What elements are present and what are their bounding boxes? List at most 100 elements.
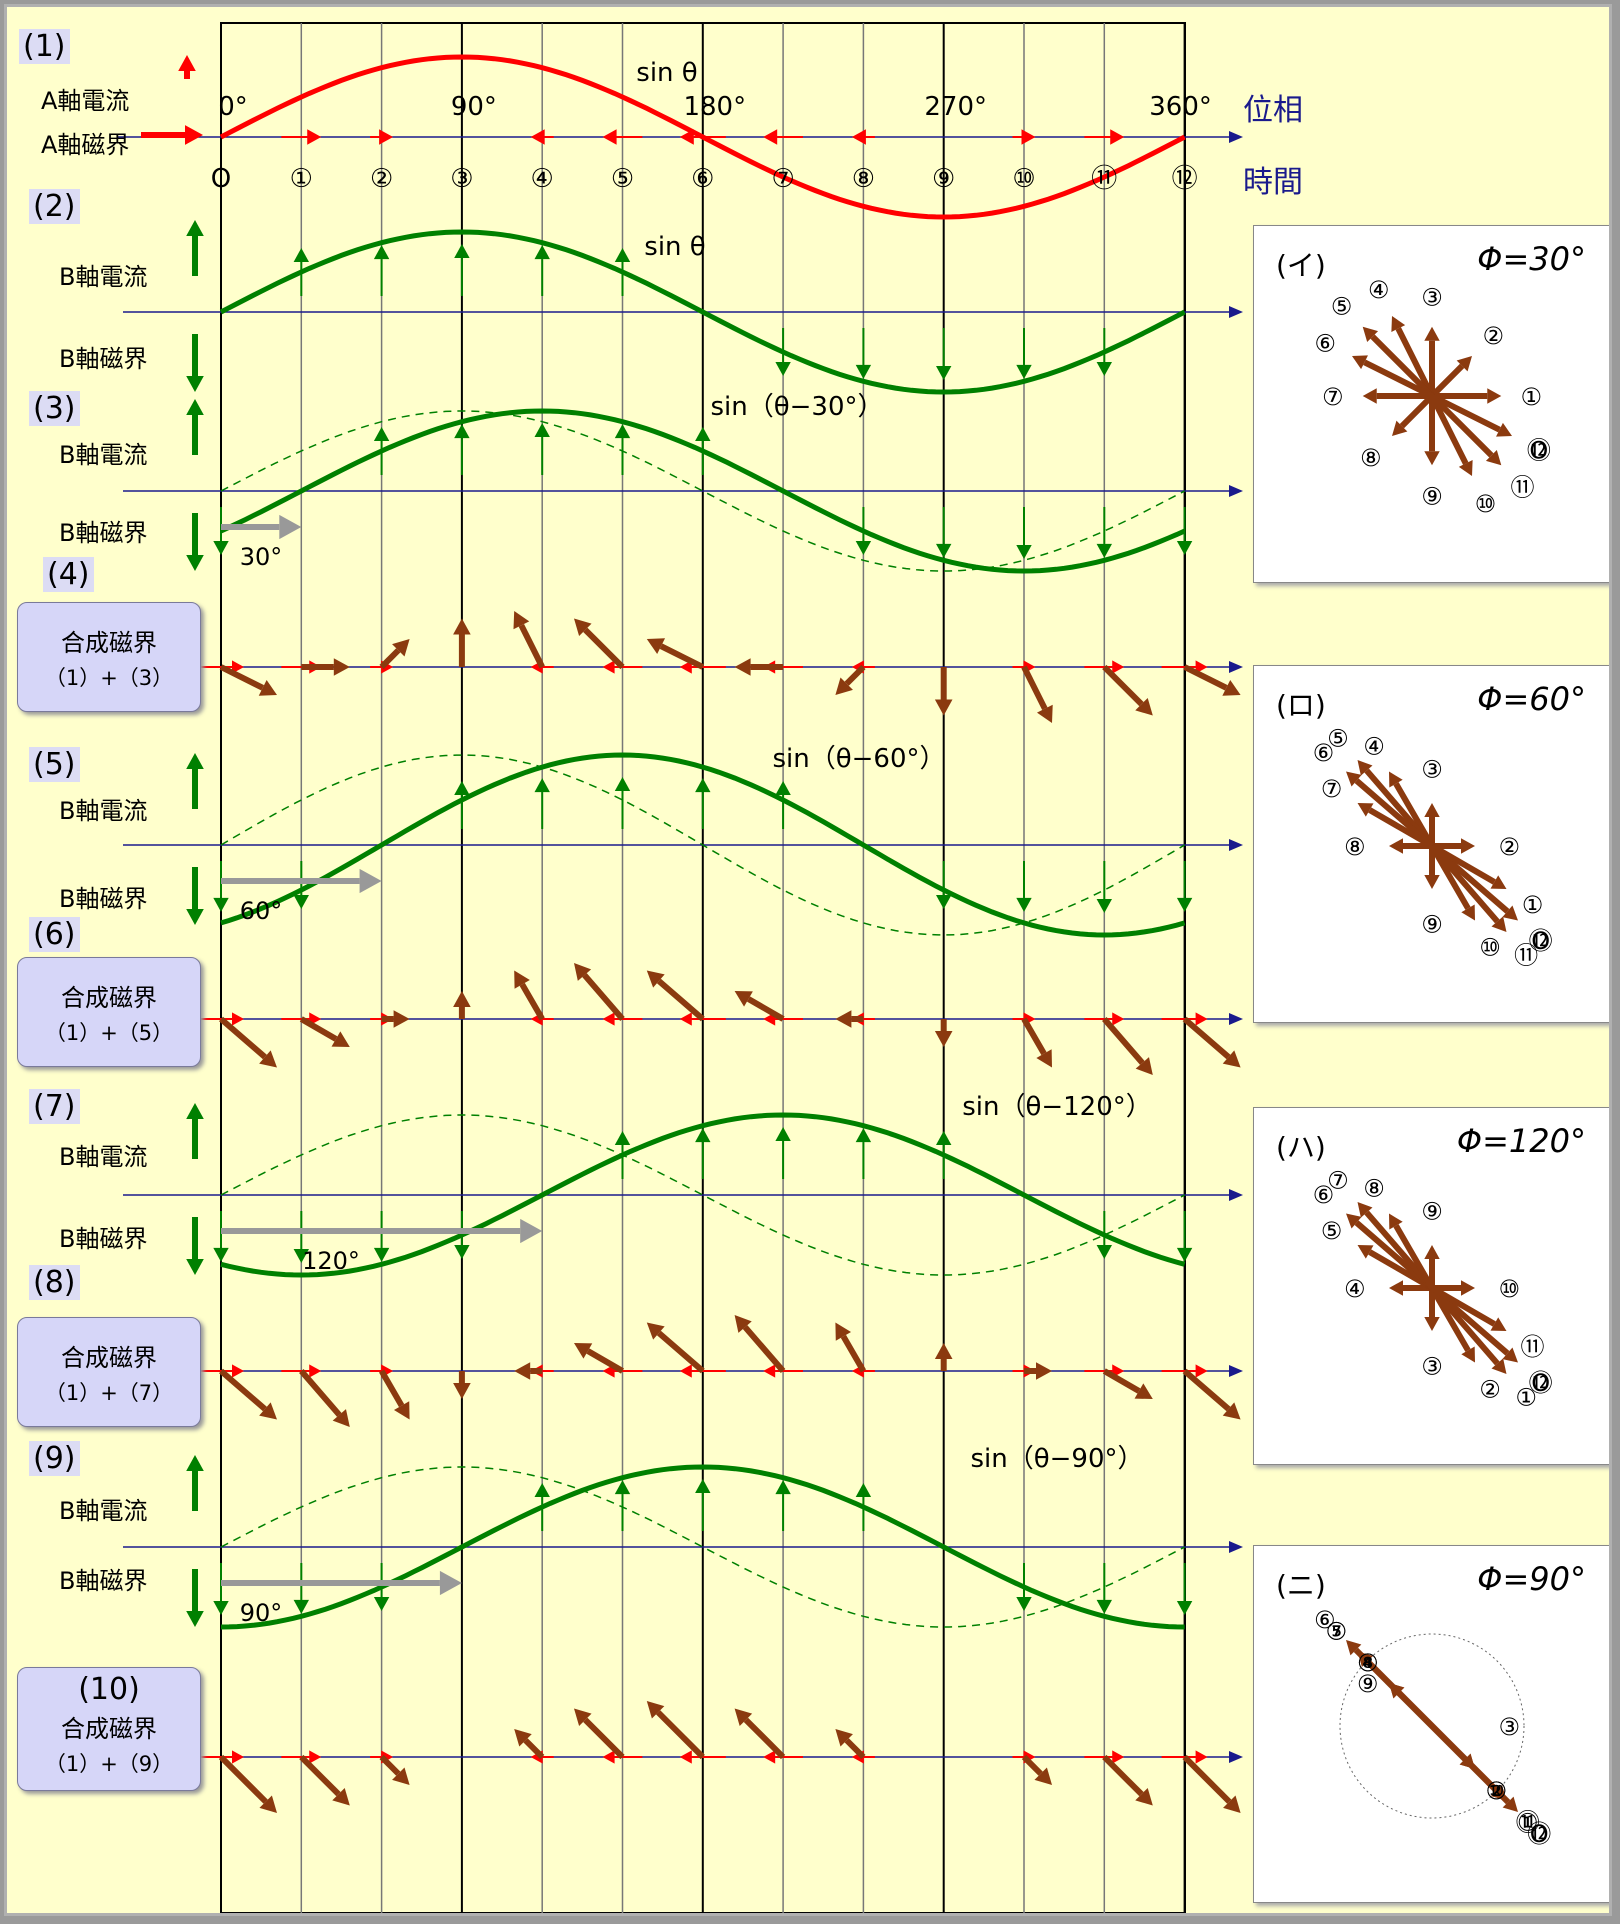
r8-resultant-arrow <box>1024 1362 1052 1380</box>
arrow-head <box>1357 760 1373 776</box>
arrow-head <box>775 1480 791 1495</box>
time-axis-label: 時間 <box>1243 165 1303 200</box>
b2-down-arrow <box>936 328 952 380</box>
r8-resultant-arrow <box>646 1322 705 1374</box>
arrow-shaft <box>1393 1224 1435 1290</box>
b9-up-arrow <box>614 1480 631 1531</box>
arrow-head <box>646 1701 665 1719</box>
b7-up-arrow <box>936 1131 952 1179</box>
a-field-arrow <box>679 129 726 145</box>
section-3-number: (3) <box>29 391 80 426</box>
resultant-sub-6: （1）+（5） <box>44 1021 174 1045</box>
arrow-shaft <box>743 1717 786 1760</box>
arrow-shaft <box>1396 1690 1435 1729</box>
phasor-label: ⑪ <box>1516 1809 1540 1837</box>
b9-down-arrow <box>1016 1563 1032 1611</box>
arrow-head <box>1346 1213 1362 1229</box>
b9-up-arrow <box>855 1483 872 1531</box>
a-field-arrow <box>1012 129 1036 145</box>
phasor-arrow <box>1429 1286 1507 1374</box>
arrow-head <box>574 1343 593 1359</box>
r6-resultant-arrow <box>646 970 705 1022</box>
resultant-title-10: 合成磁界 <box>61 1715 157 1743</box>
a-field-arrow <box>1084 129 1125 145</box>
section-2-number: (2) <box>29 189 80 224</box>
phasor-arrow <box>1429 394 1473 476</box>
r6-resultant-arrow <box>1102 1017 1153 1075</box>
phasor-label: ② <box>1499 833 1521 861</box>
arrow-head <box>514 1729 532 1747</box>
arrow-head <box>453 618 471 635</box>
phasor-arrow <box>1391 316 1435 398</box>
phasor-label: ⑪ <box>1520 1333 1544 1361</box>
phasor-label: ⑧ <box>1363 1175 1385 1203</box>
arrow-head <box>373 427 390 441</box>
phasor-arrow <box>1392 393 1435 436</box>
arrow-head <box>1176 1247 1193 1262</box>
b5-down-arrow <box>213 861 229 912</box>
arrow-shaft <box>1021 1754 1043 1776</box>
arrow-shaft <box>218 1754 268 1804</box>
time-tick-label: ⑩ <box>1012 164 1035 194</box>
r10-axis-head <box>1229 1751 1243 1763</box>
phasor-arrow <box>1424 1245 1440 1288</box>
arrow-head <box>258 679 277 696</box>
arrow-head <box>186 1103 204 1119</box>
arrow-head <box>534 1483 550 1497</box>
b7-reference-dashed <box>220 1114 1185 1276</box>
arrow-head <box>186 1455 204 1471</box>
phasor-label: ① <box>1517 1809 1539 1837</box>
b3-down-arrow <box>936 507 952 558</box>
phasor-label: ⑤ <box>1321 1217 1343 1245</box>
phasor-label: ⑨ <box>1357 1670 1379 1698</box>
arrow-head <box>614 248 631 262</box>
arrow-shaft <box>1429 393 1494 458</box>
a-field-legend-arrow <box>141 125 203 145</box>
b3-field-legend <box>186 513 204 571</box>
section-5-number: (5) <box>29 747 80 782</box>
arrow-shaft <box>742 1325 786 1373</box>
arrow-head <box>1491 1358 1507 1374</box>
phasor-label: ⑦ <box>1327 1166 1349 1194</box>
time-tick-label: O <box>211 164 231 194</box>
arrow-shaft <box>656 1330 705 1374</box>
arrow-head <box>1502 905 1518 921</box>
b7-shift-arrow <box>221 1218 543 1244</box>
b5-down-arrow <box>936 861 952 909</box>
arrow-shaft <box>519 982 545 1021</box>
section-1-number: (1) <box>19 29 70 64</box>
phasor-arrow <box>1389 1213 1435 1290</box>
arrow-head <box>279 514 302 540</box>
arrow-head <box>1391 316 1406 332</box>
arrow-head <box>1461 904 1475 921</box>
b3-reference-dashed <box>220 410 1185 572</box>
arrow-shaft <box>219 1016 267 1060</box>
arrow-head <box>1222 679 1241 696</box>
b9-down-arrow <box>1176 1563 1193 1615</box>
phase-tick-label: 360° <box>1149 92 1212 122</box>
time-tick-label: ⑥ <box>691 164 714 194</box>
arrow-head <box>1389 1683 1405 1699</box>
phasor-label: ② <box>1485 1777 1507 1805</box>
phasor-label: ⑧ <box>1360 444 1382 472</box>
r8-resultant-arrow <box>1182 1368 1241 1420</box>
phasor-label: ① <box>1521 383 1543 411</box>
phasor-arrow <box>1429 1723 1507 1801</box>
b5-shift-label: 60° <box>240 897 283 925</box>
arrow-head <box>1389 1213 1403 1230</box>
phasor-label: ⑤ <box>1331 293 1353 321</box>
arrow-head <box>1346 771 1362 787</box>
time-tick-label: ⑧ <box>852 164 875 194</box>
arrow-head <box>1176 541 1193 555</box>
arrow-head <box>574 963 592 981</box>
b-axis-current-label-9: B軸電流 <box>59 1497 148 1525</box>
r4-resultant-arrow <box>219 664 277 696</box>
b9-axis-head <box>1229 1541 1243 1553</box>
arrow-head <box>936 366 952 380</box>
b3-up-arrow <box>454 424 470 475</box>
arrow-head <box>679 660 692 674</box>
arrow-head <box>1135 1787 1153 1806</box>
phasor-arrow <box>1362 326 1435 399</box>
